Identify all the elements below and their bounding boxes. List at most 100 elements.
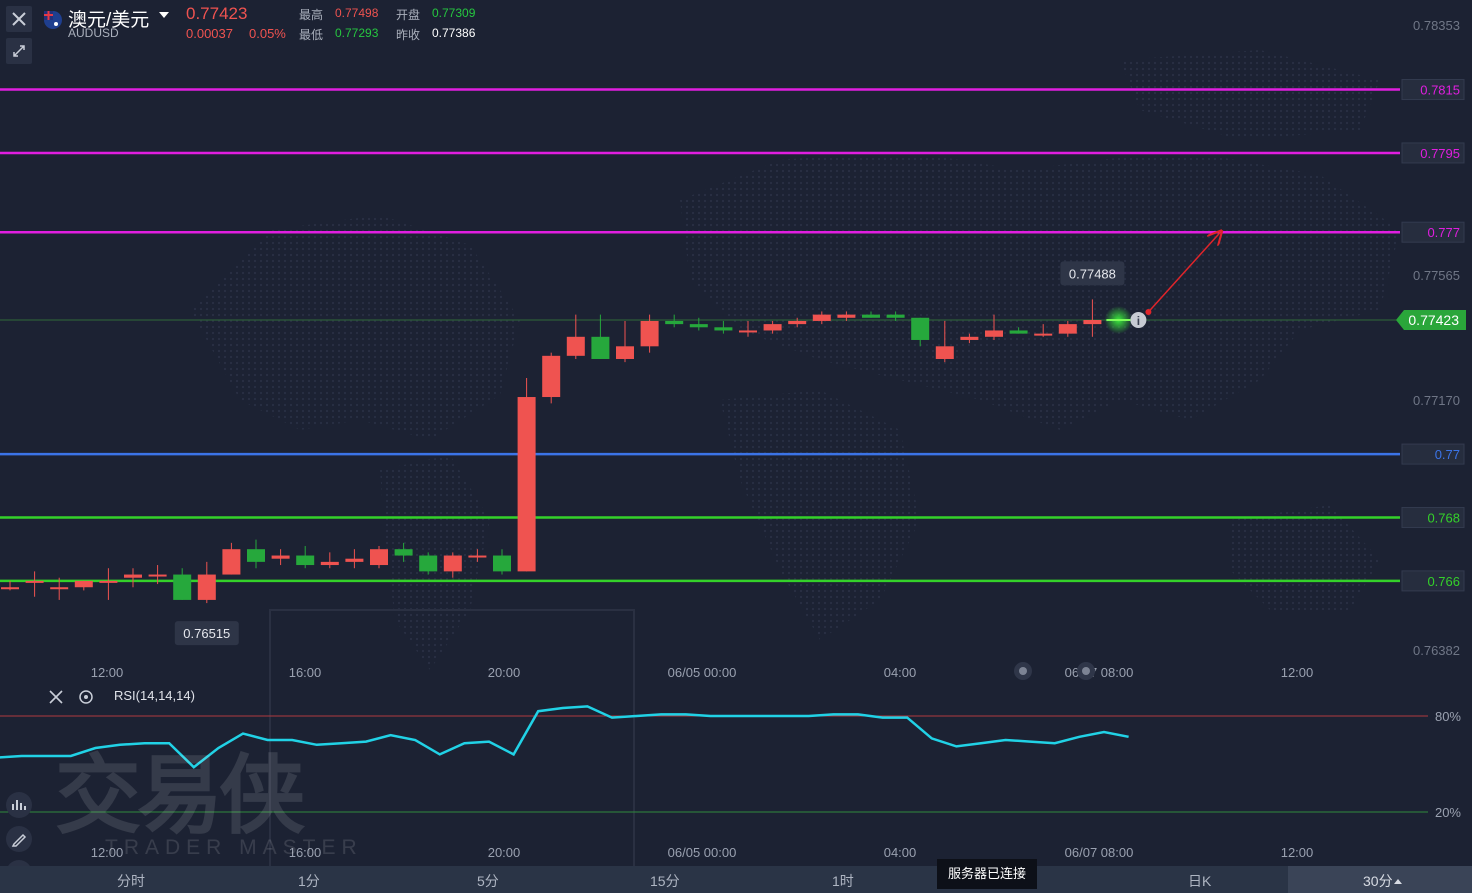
tab-15min[interactable]: 15分 — [650, 873, 680, 889]
candle[interactable] — [50, 587, 69, 590]
rsi-close-icon[interactable] — [47, 688, 65, 706]
line-price-tag — [1401, 443, 1465, 465]
candle[interactable] — [419, 555, 438, 572]
candle[interactable] — [394, 549, 413, 556]
candle[interactable] — [468, 555, 487, 558]
indicator-tool[interactable] — [6, 792, 32, 818]
candle[interactable] — [985, 330, 1003, 337]
connection-status: 服务器已连接 — [937, 859, 1037, 889]
candle[interactable] — [271, 555, 290, 559]
forecast-arrow[interactable] — [1147, 232, 1220, 313]
low-value: 0.77293 — [335, 26, 379, 40]
candle[interactable] — [74, 580, 93, 588]
prev-close-label: 昨收 — [396, 28, 421, 42]
rsi-x-tick-label: 04:00 — [884, 845, 917, 860]
tab-1min[interactable]: 1分 — [298, 873, 320, 889]
timeframe-bar — [0, 866, 1472, 893]
line-price-label: 0.766 — [1427, 574, 1460, 589]
close-button[interactable] — [6, 6, 32, 32]
line-price-label: 0.7815 — [1420, 83, 1460, 98]
candle[interactable] — [493, 555, 511, 572]
candle[interactable] — [739, 330, 757, 333]
candle[interactable] — [714, 327, 733, 331]
candle[interactable] — [99, 580, 118, 583]
last-price-tag-bg — [1396, 310, 1466, 330]
line-price-label: 0.768 — [1427, 510, 1460, 525]
candle[interactable] — [542, 355, 561, 398]
low-label: 最低 — [299, 28, 324, 42]
candle[interactable] — [911, 317, 930, 340]
candle[interactable] — [197, 574, 216, 600]
candle[interactable] — [640, 320, 659, 347]
symbol-name[interactable]: 澳元/美元 — [68, 10, 150, 31]
candle[interactable] — [566, 336, 585, 356]
y-tick-label: 0.76382 — [1413, 643, 1460, 658]
candle[interactable] — [960, 336, 979, 340]
last-price-tag: 0.77423 — [1408, 312, 1459, 328]
info-icon[interactable] — [1130, 312, 1147, 328]
tab-daily[interactable]: 日K — [1188, 873, 1212, 889]
x-tick-label: 20:00 — [488, 665, 521, 680]
candle[interactable] — [862, 314, 880, 318]
candle[interactable] — [148, 574, 167, 577]
active-timeframe-bg — [1288, 866, 1472, 893]
dropdown-icon[interactable] — [158, 10, 170, 20]
candle[interactable] — [296, 555, 315, 566]
open-label: 开盘 — [396, 8, 421, 22]
x-tick-label: 06/07 08:00 — [1065, 665, 1134, 680]
candle[interactable] — [173, 574, 192, 600]
candle[interactable] — [25, 580, 44, 583]
selection-box — [269, 609, 635, 893]
candle[interactable] — [320, 561, 339, 566]
candle[interactable] — [812, 314, 831, 321]
settings-icon[interactable] — [77, 688, 95, 706]
draw-tool[interactable] — [6, 826, 32, 852]
candle[interactable] — [345, 558, 364, 562]
watermark-logo: 交易侠 — [55, 746, 305, 846]
tab-30min[interactable]: 30分 — [1363, 873, 1393, 889]
low-annotation: 0.76515 — [183, 626, 230, 641]
y-tick-label: 0.77170 — [1413, 393, 1460, 408]
candle[interactable] — [1034, 333, 1053, 336]
candle[interactable] — [1058, 324, 1077, 334]
candle[interactable] — [886, 314, 905, 318]
candle[interactable] — [247, 549, 265, 562]
candle[interactable] — [517, 397, 536, 572]
shrink-button[interactable] — [6, 38, 32, 64]
candle[interactable] — [665, 320, 684, 325]
candle[interactable] — [591, 336, 610, 359]
line-price-tag — [1401, 142, 1465, 164]
candle[interactable] — [763, 324, 782, 331]
tab-timeshare[interactable]: 分时 — [117, 873, 145, 889]
low-annotation-bg — [174, 621, 239, 646]
flag-icon — [44, 11, 62, 29]
open-value: 0.77309 — [432, 6, 476, 20]
candle[interactable] — [1083, 320, 1102, 325]
candle[interactable] — [222, 549, 241, 575]
candle[interactable] — [443, 555, 462, 572]
scroll-marker-dot — [1082, 667, 1090, 675]
world-map-background — [190, 50, 1400, 670]
candle[interactable] — [616, 346, 634, 359]
candle[interactable] — [935, 346, 954, 359]
candle[interactable] — [124, 574, 142, 578]
candle[interactable] — [370, 549, 388, 566]
tab-1hour[interactable]: 1时 — [832, 873, 854, 889]
high-value: 0.77498 — [335, 6, 379, 20]
high-annotation-bg — [1060, 261, 1125, 286]
candle[interactable] — [689, 324, 708, 328]
candle[interactable] — [788, 320, 807, 325]
line-price-tag — [1401, 221, 1465, 243]
candle[interactable] — [1009, 330, 1028, 334]
tab-5min[interactable]: 5分 — [477, 873, 499, 889]
x-tick-label: 12:00 — [1281, 665, 1314, 680]
candle[interactable] — [837, 314, 856, 318]
rsi-x-tick-label: 12:00 — [1281, 845, 1314, 860]
arrow-anchor — [1145, 309, 1152, 315]
candle[interactable] — [1, 587, 19, 590]
last-price: 0.77423 — [186, 4, 248, 23]
pencil-icon — [11, 833, 27, 847]
indicator-icon — [12, 800, 26, 810]
x-tick-label: 12:00 — [91, 665, 124, 680]
